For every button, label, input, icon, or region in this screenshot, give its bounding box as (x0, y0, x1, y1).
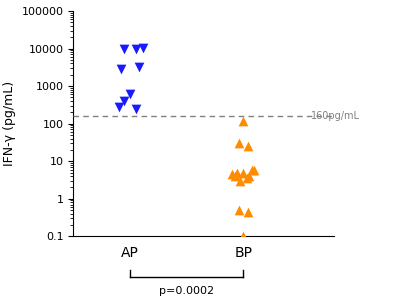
Point (132, 47, 139, 52)
Point (232, 174, 239, 178)
Point (236, 178, 243, 183)
Point (245, 174, 252, 178)
Point (118, 67, 124, 72)
Point (240, 234, 246, 239)
Point (249, 167, 256, 172)
Point (115, 105, 122, 109)
Point (121, 46, 127, 51)
Point (235, 208, 242, 212)
Point (234, 170, 241, 175)
Point (245, 144, 251, 149)
Point (251, 167, 258, 172)
Point (240, 118, 246, 123)
Point (127, 92, 133, 97)
Y-axis label: IFN-γ (pg/mL): IFN-γ (pg/mL) (3, 81, 16, 166)
Point (240, 170, 246, 175)
Text: 160pg/mL: 160pg/mL (311, 111, 360, 121)
Point (132, 106, 139, 111)
Point (245, 209, 251, 214)
Point (243, 176, 250, 181)
Point (136, 65, 142, 69)
Point (121, 98, 127, 103)
Text: p=0.0002: p=0.0002 (159, 286, 214, 296)
Point (235, 141, 242, 146)
Point (140, 45, 147, 50)
Point (229, 172, 235, 177)
